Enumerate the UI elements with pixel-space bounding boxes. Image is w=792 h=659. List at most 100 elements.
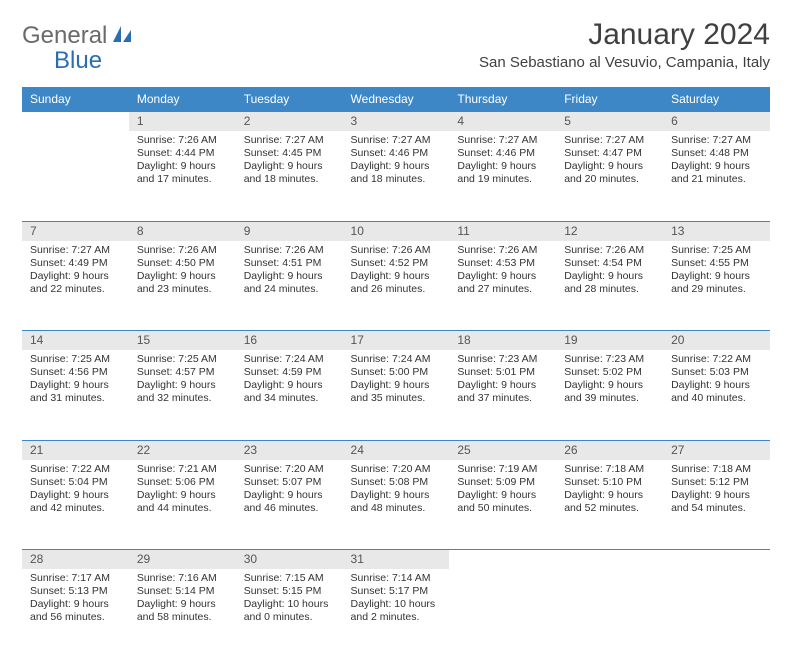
day-details: Sunrise: 7:19 AMSunset: 5:09 PMDaylight:…: [449, 460, 556, 522]
sunset-text: Sunset: 4:49 PM: [30, 257, 121, 270]
day-number-cell: 3: [343, 112, 450, 132]
day-header: Friday: [556, 87, 663, 112]
day-details: Sunrise: 7:24 AMSunset: 4:59 PMDaylight:…: [236, 350, 343, 412]
sunrise-text: Sunrise: 7:26 AM: [564, 244, 655, 257]
day-details: Sunrise: 7:27 AMSunset: 4:49 PMDaylight:…: [22, 241, 129, 303]
daylight-text: Daylight: 9 hours and 50 minutes.: [457, 489, 548, 515]
day-details: Sunrise: 7:20 AMSunset: 5:08 PMDaylight:…: [343, 460, 450, 522]
daylight-text: Daylight: 9 hours and 58 minutes.: [137, 598, 228, 624]
day-details: Sunrise: 7:27 AMSunset: 4:46 PMDaylight:…: [449, 131, 556, 193]
sunrise-text: Sunrise: 7:17 AM: [30, 572, 121, 585]
sunrise-text: Sunrise: 7:27 AM: [30, 244, 121, 257]
day-header: Thursday: [449, 87, 556, 112]
day-details: Sunrise: 7:15 AMSunset: 5:15 PMDaylight:…: [236, 569, 343, 631]
sunrise-text: Sunrise: 7:27 AM: [457, 134, 548, 147]
day-cell: Sunrise: 7:27 AMSunset: 4:46 PMDaylight:…: [449, 131, 556, 221]
day-cell: Sunrise: 7:26 AMSunset: 4:52 PMDaylight:…: [343, 241, 450, 331]
day-details: Sunrise: 7:17 AMSunset: 5:13 PMDaylight:…: [22, 569, 129, 631]
day-number-cell: 13: [663, 221, 770, 241]
day-number-row: 123456: [22, 112, 770, 132]
day-details: Sunrise: 7:26 AMSunset: 4:52 PMDaylight:…: [343, 241, 450, 303]
day-number-cell: 25: [449, 440, 556, 460]
day-cell: Sunrise: 7:26 AMSunset: 4:44 PMDaylight:…: [129, 131, 236, 221]
sunset-text: Sunset: 4:52 PM: [351, 257, 442, 270]
sunrise-text: Sunrise: 7:19 AM: [457, 463, 548, 476]
sunrise-text: Sunrise: 7:24 AM: [351, 353, 442, 366]
daylight-text: Daylight: 9 hours and 22 minutes.: [30, 270, 121, 296]
daylight-text: Daylight: 9 hours and 24 minutes.: [244, 270, 335, 296]
sunset-text: Sunset: 4:46 PM: [351, 147, 442, 160]
day-cell: Sunrise: 7:25 AMSunset: 4:57 PMDaylight:…: [129, 350, 236, 440]
sunset-text: Sunset: 5:02 PM: [564, 366, 655, 379]
sunrise-text: Sunrise: 7:14 AM: [351, 572, 442, 585]
day-cell: Sunrise: 7:20 AMSunset: 5:08 PMDaylight:…: [343, 460, 450, 550]
day-cell: Sunrise: 7:22 AMSunset: 5:04 PMDaylight:…: [22, 460, 129, 550]
logo-text-blue: Blue: [54, 47, 792, 75]
day-cell: [449, 569, 556, 659]
sunrise-text: Sunrise: 7:22 AM: [30, 463, 121, 476]
day-number-row: 78910111213: [22, 221, 770, 241]
day-number-row: 28293031: [22, 550, 770, 570]
daylight-text: Daylight: 9 hours and 20 minutes.: [564, 160, 655, 186]
daylight-text: Daylight: 9 hours and 19 minutes.: [457, 160, 548, 186]
day-details: Sunrise: 7:14 AMSunset: 5:17 PMDaylight:…: [343, 569, 450, 631]
logo: General: [22, 22, 113, 50]
daylight-text: Daylight: 9 hours and 44 minutes.: [137, 489, 228, 515]
sunrise-text: Sunrise: 7:24 AM: [244, 353, 335, 366]
day-header-row: Sunday Monday Tuesday Wednesday Thursday…: [22, 87, 770, 112]
day-number-cell: 4: [449, 112, 556, 132]
day-number-row: 21222324252627: [22, 440, 770, 460]
day-body-row: Sunrise: 7:22 AMSunset: 5:04 PMDaylight:…: [22, 460, 770, 550]
sunset-text: Sunset: 5:03 PM: [671, 366, 762, 379]
day-number-cell: 28: [22, 550, 129, 570]
day-cell: Sunrise: 7:25 AMSunset: 4:56 PMDaylight:…: [22, 350, 129, 440]
daylight-text: Daylight: 10 hours and 0 minutes.: [244, 598, 335, 624]
daylight-text: Daylight: 9 hours and 40 minutes.: [671, 379, 762, 405]
day-cell: Sunrise: 7:17 AMSunset: 5:13 PMDaylight:…: [22, 569, 129, 659]
day-number-cell: 21: [22, 440, 129, 460]
day-details: Sunrise: 7:26 AMSunset: 4:54 PMDaylight:…: [556, 241, 663, 303]
sunset-text: Sunset: 4:53 PM: [457, 257, 548, 270]
day-body-row: Sunrise: 7:17 AMSunset: 5:13 PMDaylight:…: [22, 569, 770, 659]
sunrise-text: Sunrise: 7:27 AM: [351, 134, 442, 147]
day-number-cell: 23: [236, 440, 343, 460]
sunrise-text: Sunrise: 7:22 AM: [671, 353, 762, 366]
day-number-cell: 12: [556, 221, 663, 241]
day-number-cell: 10: [343, 221, 450, 241]
sunrise-text: Sunrise: 7:23 AM: [564, 353, 655, 366]
day-details: Sunrise: 7:21 AMSunset: 5:06 PMDaylight:…: [129, 460, 236, 522]
sunset-text: Sunset: 4:59 PM: [244, 366, 335, 379]
day-number-cell: 26: [556, 440, 663, 460]
day-details: Sunrise: 7:26 AMSunset: 4:44 PMDaylight:…: [129, 131, 236, 193]
day-cell: Sunrise: 7:26 AMSunset: 4:53 PMDaylight:…: [449, 241, 556, 331]
day-body-row: Sunrise: 7:26 AMSunset: 4:44 PMDaylight:…: [22, 131, 770, 221]
day-details: Sunrise: 7:16 AMSunset: 5:14 PMDaylight:…: [129, 569, 236, 631]
sunrise-text: Sunrise: 7:26 AM: [457, 244, 548, 257]
calendar-table: Sunday Monday Tuesday Wednesday Thursday…: [22, 87, 770, 659]
daylight-text: Daylight: 9 hours and 39 minutes.: [564, 379, 655, 405]
sunset-text: Sunset: 5:12 PM: [671, 476, 762, 489]
day-cell: [663, 569, 770, 659]
daylight-text: Daylight: 9 hours and 35 minutes.: [351, 379, 442, 405]
day-number-cell: 1: [129, 112, 236, 132]
day-cell: Sunrise: 7:15 AMSunset: 5:15 PMDaylight:…: [236, 569, 343, 659]
day-number-cell: 5: [556, 112, 663, 132]
logo-sail-icon: [111, 24, 133, 49]
day-details: Sunrise: 7:22 AMSunset: 5:04 PMDaylight:…: [22, 460, 129, 522]
sunset-text: Sunset: 5:07 PM: [244, 476, 335, 489]
sunset-text: Sunset: 4:44 PM: [137, 147, 228, 160]
day-cell: Sunrise: 7:23 AMSunset: 5:02 PMDaylight:…: [556, 350, 663, 440]
day-details: Sunrise: 7:22 AMSunset: 5:03 PMDaylight:…: [663, 350, 770, 412]
day-cell: Sunrise: 7:16 AMSunset: 5:14 PMDaylight:…: [129, 569, 236, 659]
sunset-text: Sunset: 5:15 PM: [244, 585, 335, 598]
day-number-cell: [449, 550, 556, 570]
sunrise-text: Sunrise: 7:25 AM: [30, 353, 121, 366]
daylight-text: Daylight: 9 hours and 28 minutes.: [564, 270, 655, 296]
sunset-text: Sunset: 4:51 PM: [244, 257, 335, 270]
sunset-text: Sunset: 5:09 PM: [457, 476, 548, 489]
day-number-cell: 16: [236, 331, 343, 351]
day-cell: Sunrise: 7:26 AMSunset: 4:54 PMDaylight:…: [556, 241, 663, 331]
day-body-row: Sunrise: 7:25 AMSunset: 4:56 PMDaylight:…: [22, 350, 770, 440]
sunrise-text: Sunrise: 7:27 AM: [244, 134, 335, 147]
day-cell: Sunrise: 7:27 AMSunset: 4:48 PMDaylight:…: [663, 131, 770, 221]
